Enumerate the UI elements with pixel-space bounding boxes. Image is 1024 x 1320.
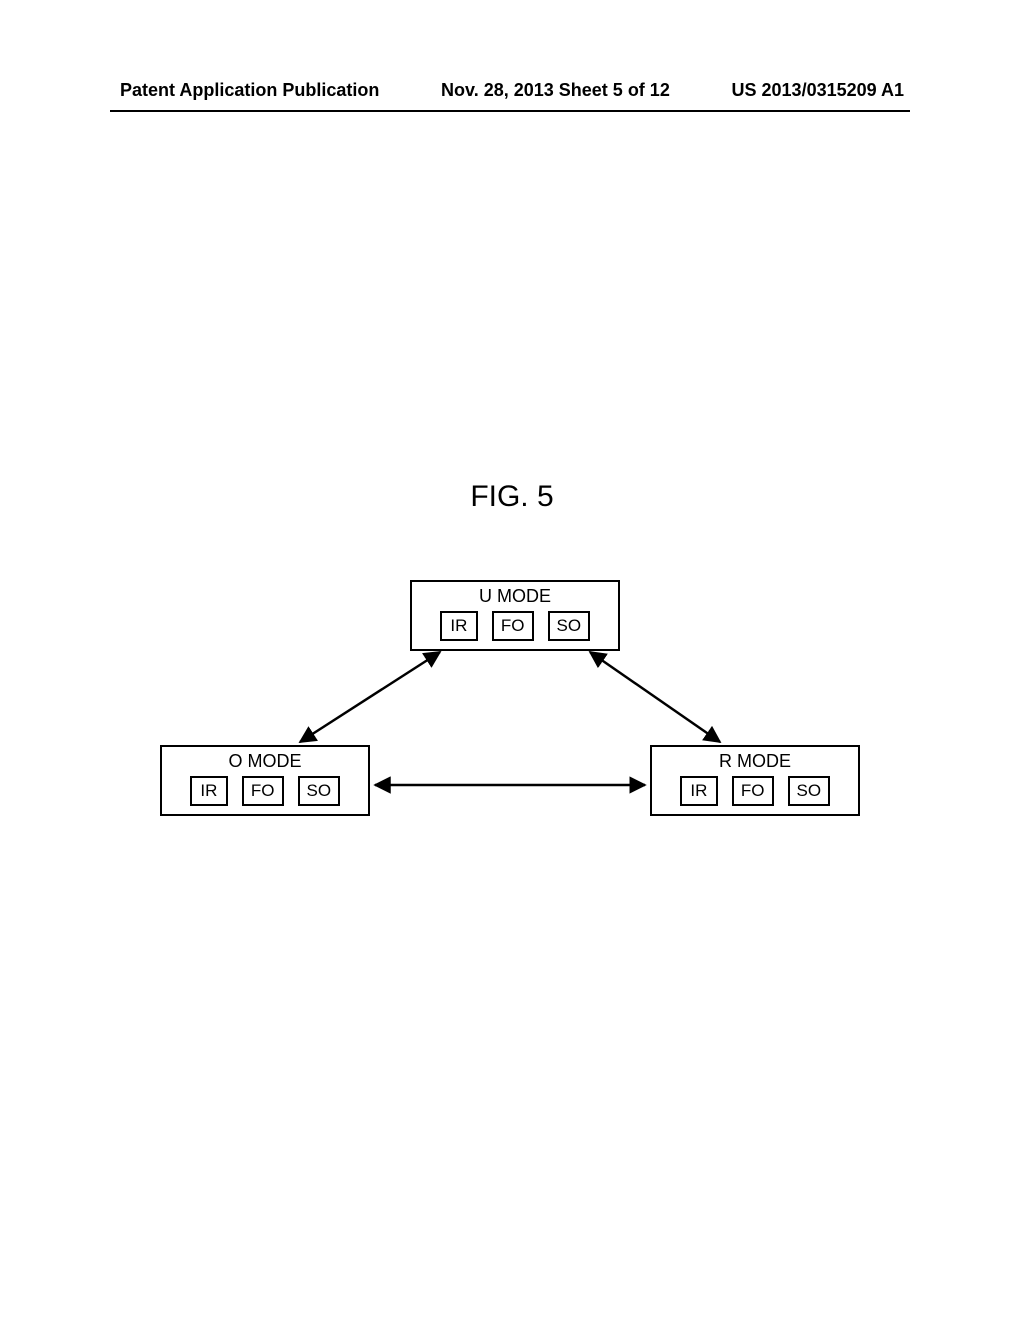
mode-title-u: U MODE [422,586,608,607]
sub-so: SO [298,776,341,806]
mode-title-r: R MODE [662,751,848,772]
page-header: Patent Application Publication Nov. 28, … [0,80,1024,101]
sub-boxes-r: IR FO SO [662,776,848,806]
sub-fo: FO [242,776,284,806]
mode-box-o: O MODE IR FO SO [160,745,370,816]
header-center: Nov. 28, 2013 Sheet 5 of 12 [441,80,670,101]
mode-box-u: U MODE IR FO SO [410,580,620,651]
sub-ir: IR [440,611,478,641]
header-right: US 2013/0315209 A1 [732,80,904,101]
sub-so: SO [548,611,591,641]
mode-title-o: O MODE [172,751,358,772]
header-left: Patent Application Publication [120,80,379,101]
sub-ir: IR [680,776,718,806]
sub-fo: FO [732,776,774,806]
figure-title: FIG. 5 [0,480,1024,514]
sub-boxes-u: IR FO SO [422,611,608,641]
sub-boxes-o: IR FO SO [172,776,358,806]
edge-u-o [300,652,440,742]
diagram: U MODE IR FO SO O MODE IR FO SO R MODE I… [0,580,1024,880]
sub-so: SO [788,776,831,806]
header-rule [110,110,910,112]
mode-box-r: R MODE IR FO SO [650,745,860,816]
sub-ir: IR [190,776,228,806]
sub-fo: FO [492,611,534,641]
edge-u-r [590,652,720,742]
